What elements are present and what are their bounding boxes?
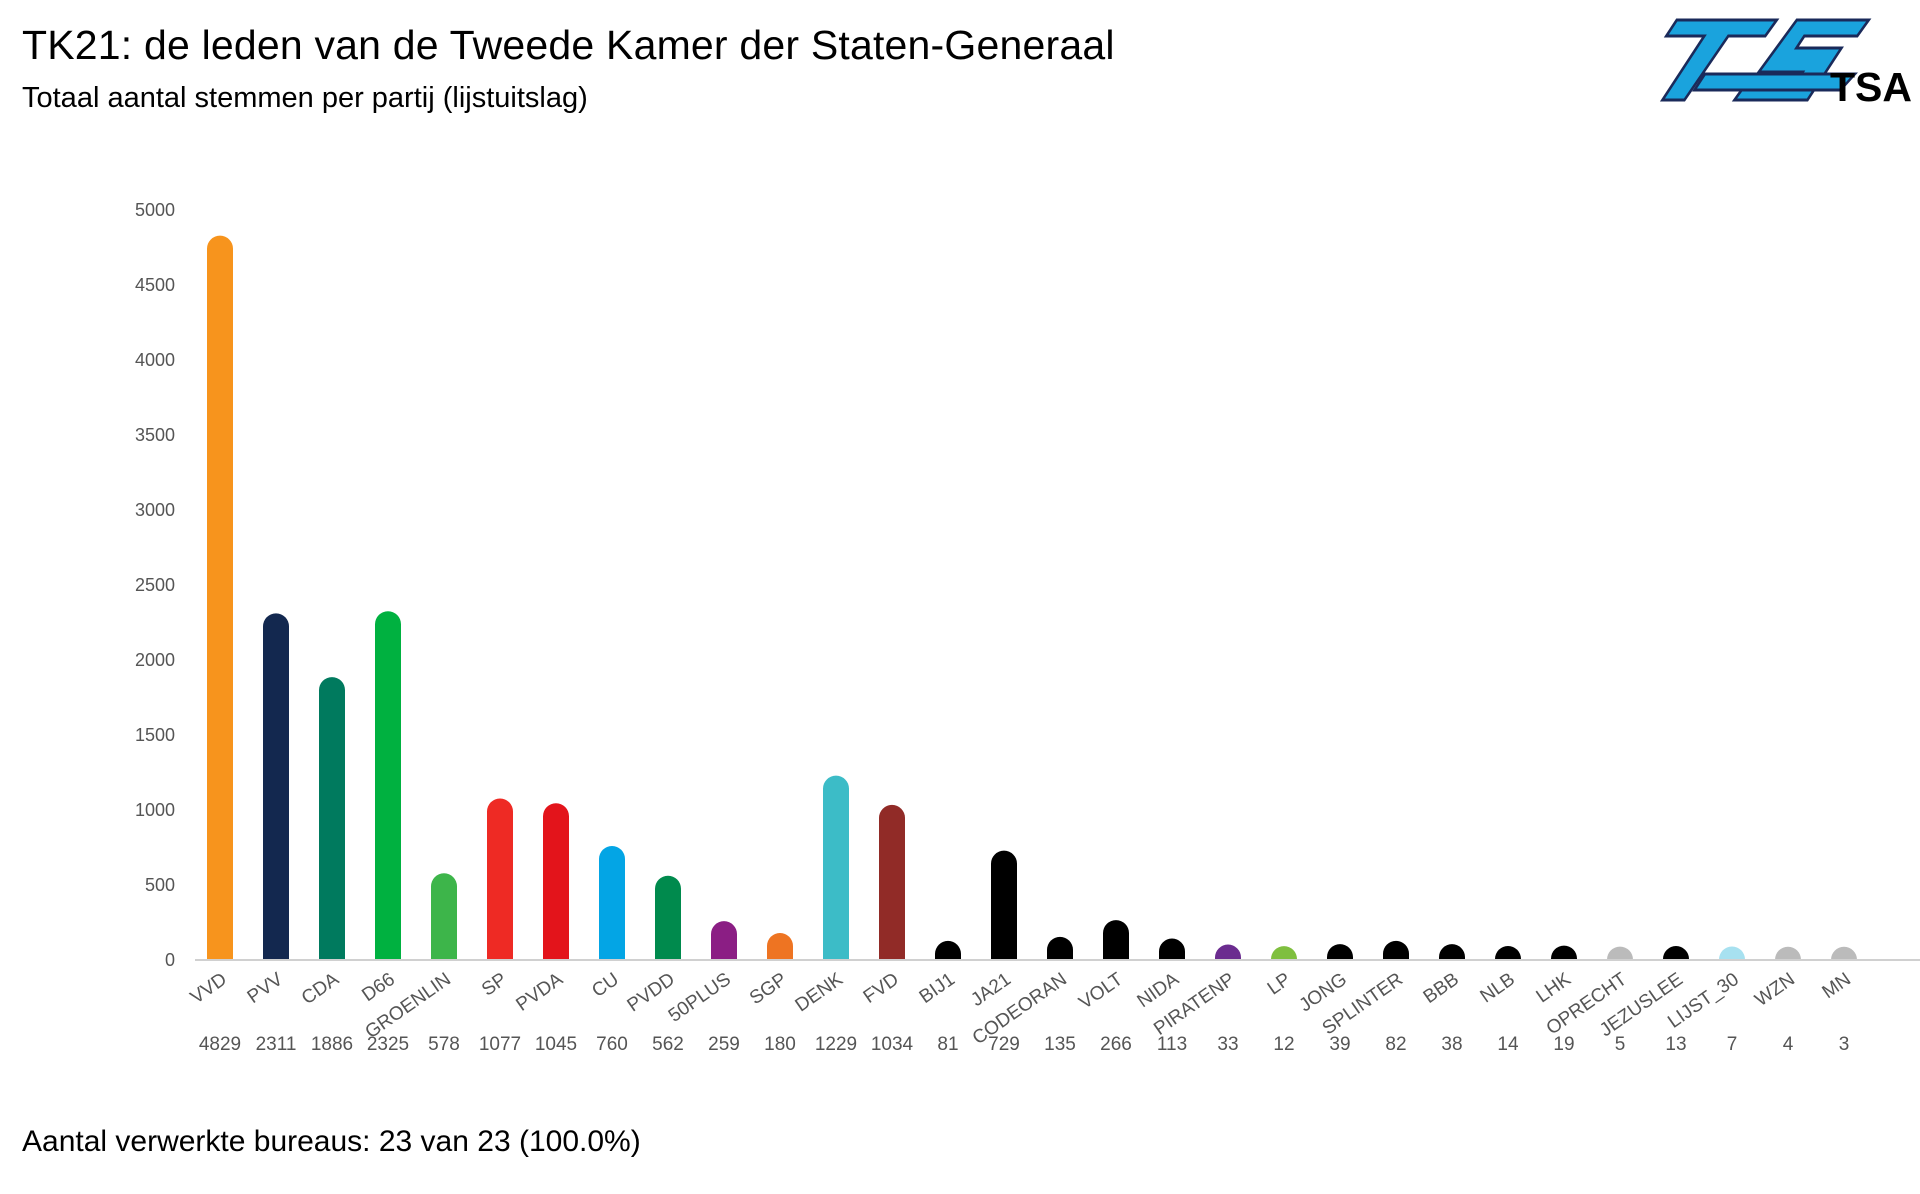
bar-50plus [711, 921, 737, 960]
bar-lijst_30 [1719, 946, 1745, 960]
x-tick-label: LHK [1533, 969, 1576, 1008]
bar-jong [1327, 944, 1353, 960]
y-tick-label: 1500 [135, 725, 175, 745]
x-tick-label: MN [1819, 969, 1855, 1003]
value-label: 1886 [311, 1034, 353, 1055]
value-label: 135 [1044, 1034, 1076, 1055]
bar-chart: 0 500 1000 1500 2000 2500 3000 3500 4000 4500 5000… [135, 200, 1920, 1055]
page-title: TK21: de leden van de Tweede Kamer der S… [22, 22, 1115, 68]
y-tick-label: 500 [145, 875, 175, 895]
y-tick-label: 3000 [135, 500, 175, 520]
value-label: 19 [1553, 1034, 1574, 1055]
y-tick-label: 3500 [135, 425, 175, 445]
value-label: 14 [1497, 1034, 1519, 1055]
bar-codeoran [1047, 936, 1073, 960]
value-label: 562 [652, 1034, 684, 1055]
bar-d66 [375, 611, 401, 960]
bar-mn [1831, 946, 1857, 960]
x-tick-label: LP [1264, 969, 1295, 1000]
y-tick-label: 4000 [135, 350, 175, 370]
value-label: 1045 [535, 1034, 577, 1055]
x-tick-label: VOLT [1075, 969, 1127, 1014]
y-axis: 0 500 1000 1500 2000 2500 3000 3500 4000 4500 5000 [135, 200, 175, 970]
y-tick-label: 0 [165, 950, 175, 970]
bar-splinter [1383, 940, 1409, 960]
value-label: 266 [1100, 1034, 1132, 1055]
value-label: 729 [988, 1034, 1020, 1055]
bar-wzn [1775, 946, 1801, 960]
x-tick-label: 50PLUS [665, 969, 735, 1027]
x-tick-label: D66 [358, 969, 399, 1006]
x-tick-label: FVD [860, 969, 903, 1008]
bar-cda [319, 677, 345, 960]
value-label: 38 [1441, 1034, 1462, 1055]
y-tick-label: 1000 [135, 800, 175, 820]
bars [207, 235, 1857, 960]
x-tick-label: BBB [1420, 969, 1463, 1008]
bar-oprecht [1607, 946, 1633, 960]
value-labels: 4829 2311 1886 2325 578 1077 1045 760 562 259 180 1… [199, 1034, 1849, 1055]
value-label: 1077 [479, 1034, 521, 1055]
value-label: 39 [1329, 1034, 1350, 1055]
bar-bbb [1439, 944, 1465, 960]
y-tick-label: 4500 [135, 275, 175, 295]
value-label: 760 [596, 1034, 628, 1055]
logo-text: TSA [1830, 64, 1912, 110]
bar-bij1 [935, 940, 961, 960]
bar-volt [1103, 920, 1129, 960]
value-label: 4 [1783, 1034, 1794, 1055]
bar-ja21 [991, 850, 1017, 960]
bar-fvd [879, 804, 905, 960]
x-tick-label: BIJ1 [916, 969, 959, 1008]
bar-sgp [767, 933, 793, 960]
value-label: 1229 [815, 1034, 857, 1055]
x-tick-label: NLB [1477, 969, 1519, 1007]
value-label: 2311 [256, 1034, 297, 1055]
bar-cu [599, 846, 625, 960]
value-label: 4829 [199, 1034, 241, 1055]
bar-pvdd [655, 875, 681, 960]
x-tick-label: SP [478, 969, 511, 1001]
value-label: 7 [1727, 1034, 1738, 1055]
value-label: 113 [1157, 1034, 1187, 1055]
x-tick-label: SGP [746, 969, 791, 1009]
value-label: 5 [1615, 1034, 1626, 1055]
value-label: 578 [428, 1034, 460, 1055]
bar-lp [1271, 946, 1297, 960]
value-label: 2325 [367, 1034, 409, 1055]
x-tick-label: WZN [1751, 969, 1798, 1011]
bar-piratenp [1215, 944, 1241, 960]
tsa-logo [1659, 18, 1872, 102]
y-tick-label: 5000 [135, 200, 175, 220]
value-label: 13 [1665, 1034, 1686, 1055]
value-label: 1034 [871, 1034, 914, 1055]
x-tick-label: PVV [244, 969, 287, 1008]
value-label: 33 [1217, 1034, 1238, 1055]
bar-denk [823, 775, 849, 960]
bar-lhk [1551, 945, 1577, 960]
value-label: 12 [1273, 1034, 1294, 1055]
value-label: 259 [708, 1034, 740, 1055]
bar-jezuslee [1663, 946, 1689, 960]
x-tick-label: DENK [792, 969, 848, 1017]
y-tick-label: 2500 [135, 575, 175, 595]
value-label: 82 [1385, 1034, 1406, 1055]
bar-pvv [263, 613, 289, 960]
page-subtitle: Totaal aantal stemmen per partij (lijstu… [22, 82, 588, 114]
value-label: 81 [937, 1034, 958, 1055]
x-tick-label: CDA [298, 969, 343, 1009]
bar-pvda [543, 803, 569, 960]
x-tick-label: VVD [187, 969, 231, 1009]
bar-vvd [207, 235, 233, 960]
value-label: 3 [1839, 1034, 1850, 1055]
y-tick-label: 2000 [135, 650, 175, 670]
footer-note: Aantal verwerkte bureaus: 23 van 23 (100… [22, 1125, 641, 1158]
bar-nlb [1495, 945, 1521, 960]
bar-groenlin [431, 873, 457, 960]
x-tick-label: CU [588, 969, 623, 1002]
value-label: 180 [764, 1034, 796, 1055]
x-tick-label: PVDA [512, 969, 567, 1016]
bar-nida [1159, 938, 1185, 960]
bar-sp [487, 798, 513, 960]
